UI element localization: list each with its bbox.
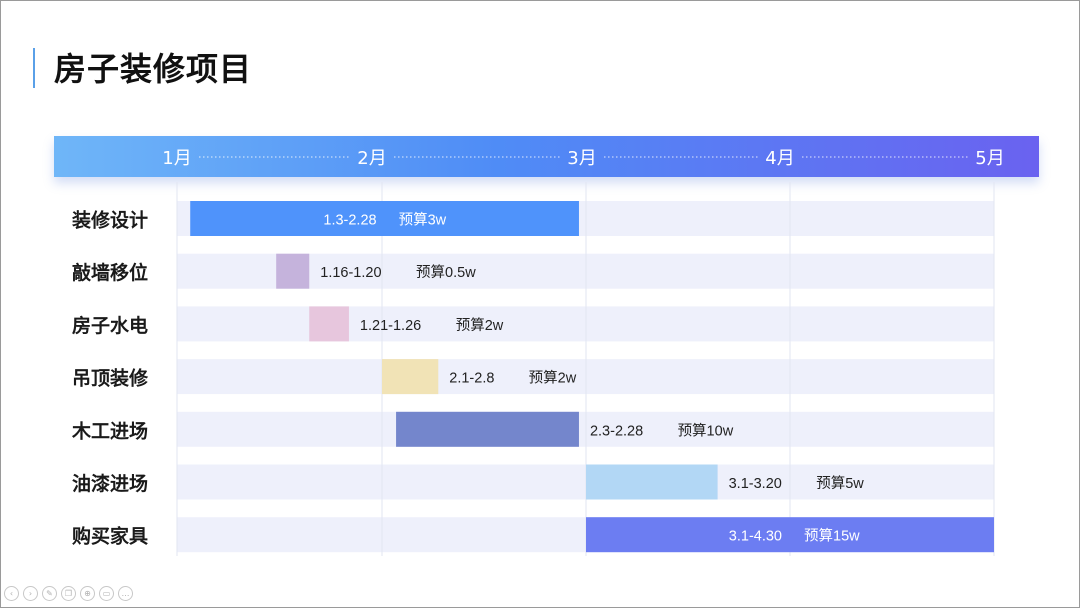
title-accent-bar bbox=[33, 48, 35, 88]
task-name-label: 吊顶装修 bbox=[72, 367, 149, 390]
zoom-icon[interactable]: ⊕ bbox=[80, 586, 95, 601]
task-name-label: 敲墙移位 bbox=[72, 261, 148, 284]
next-slide-icon[interactable]: › bbox=[23, 586, 38, 601]
pen-icon[interactable]: ✎ bbox=[42, 586, 57, 601]
task-budget-label: 预算15w bbox=[804, 528, 860, 545]
axis-month-label: 2月 bbox=[357, 148, 386, 169]
task-name-label: 油漆进场 bbox=[72, 472, 148, 495]
task-range-label: 2.3-2.28 bbox=[590, 423, 643, 439]
task-name-label: 房子水电 bbox=[72, 314, 148, 337]
page-title: 房子装修项目 bbox=[54, 50, 253, 88]
task-range-label: 1.3-2.28 bbox=[323, 213, 376, 229]
task-budget-label: 预算0.5w bbox=[416, 264, 476, 281]
slide-view-icon[interactable]: ▭ bbox=[99, 586, 114, 601]
axis-month-label: 3月 bbox=[567, 148, 596, 169]
task-bar bbox=[190, 201, 579, 236]
task-budget-label: 预算5w bbox=[816, 475, 864, 492]
task-budget-label: 预算2w bbox=[529, 370, 577, 387]
task-budget-label: 预算2w bbox=[456, 317, 504, 334]
task-budget-label: 预算10w bbox=[678, 422, 734, 439]
task-name-label: 木工进场 bbox=[71, 419, 148, 442]
task-range-label: 1.16-1.20 bbox=[320, 265, 381, 281]
task-bar bbox=[276, 253, 310, 289]
axis-month-label: 4月 bbox=[765, 148, 794, 169]
task-budget-label: 预算3w bbox=[399, 212, 447, 229]
task-range-label: 3.1-3.20 bbox=[729, 476, 782, 492]
task-name-label: 购买家具 bbox=[72, 525, 148, 548]
task-bar bbox=[396, 411, 579, 447]
task-bar bbox=[586, 517, 994, 553]
more-options-icon[interactable]: … bbox=[118, 586, 133, 601]
copy-icon[interactable]: ❐ bbox=[61, 586, 76, 601]
task-bar bbox=[382, 359, 439, 395]
task-range-label: 1.21-1.26 bbox=[360, 318, 421, 334]
previous-slide-icon[interactable]: ‹ bbox=[4, 586, 19, 601]
task-bar bbox=[309, 306, 349, 342]
task-range-label: 2.1-2.8 bbox=[449, 371, 494, 387]
slideshow-toolbar: ‹ › ✎ ❐ ⊕ ▭ … bbox=[4, 586, 133, 604]
task-name-label: 装修设计 bbox=[71, 209, 148, 232]
task-bar bbox=[586, 464, 718, 500]
axis-month-label: 1月 bbox=[162, 148, 191, 169]
task-range-label: 3.1-4.30 bbox=[729, 529, 782, 545]
axis-month-label: 5月 bbox=[975, 148, 1004, 169]
